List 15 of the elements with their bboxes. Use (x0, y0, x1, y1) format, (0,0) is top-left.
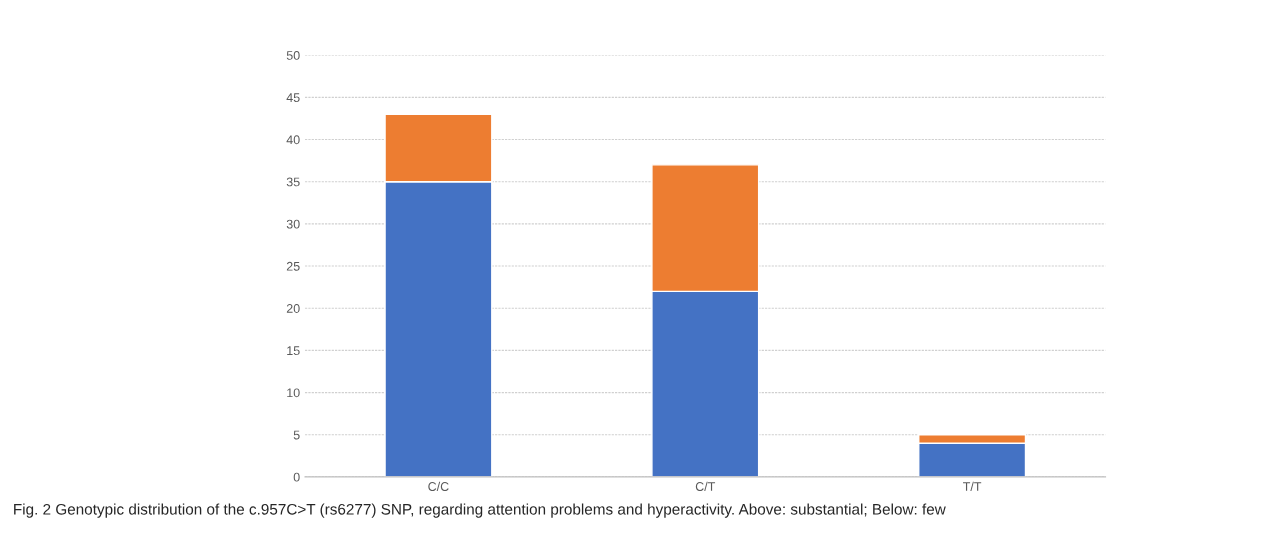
x-tick-label: C/C (428, 481, 449, 491)
y-tick-label: 10 (287, 388, 300, 398)
y-tick-label: 50 (286, 51, 300, 60)
y-tick-label: 0 (293, 472, 300, 482)
y-tick-label: 5 (293, 430, 300, 440)
y-tick-label: 35 (286, 177, 300, 187)
y-tick-label: 40 (286, 135, 300, 145)
y-tick-label: 20 (286, 304, 300, 313)
caption: Fig. 2 Genotypic distribution of the c.957C>T (rs6277) SNP, regarding attention problems and hyperactivity. Above: substantial; Below: few (14, 503, 946, 518)
y-tick-label: 15 (287, 346, 300, 356)
y-tick-label: 25 (286, 261, 300, 271)
x-tick-label: C/T (695, 481, 716, 491)
x-tick-label: T/T (963, 481, 982, 491)
y-tick-label: 45 (286, 93, 300, 103)
y-tick-label: 30 (286, 219, 300, 229)
